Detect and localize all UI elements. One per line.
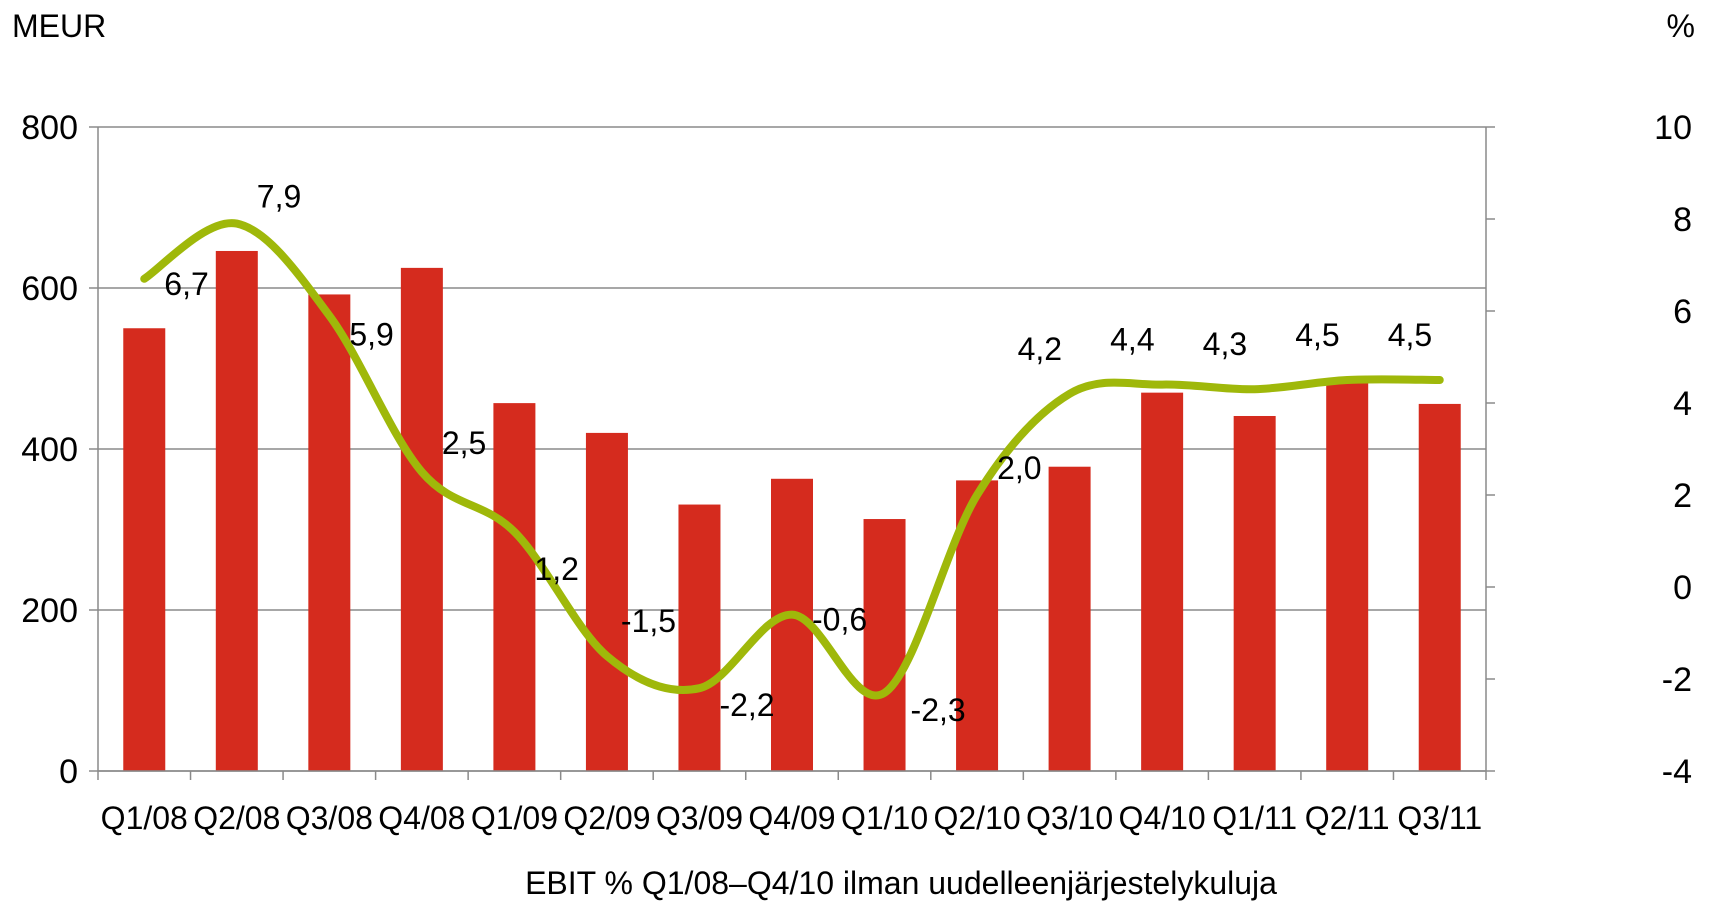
- right-tick-label: -2: [1662, 661, 1692, 699]
- right-tick-label: 2: [1673, 477, 1692, 515]
- left-tick-label: 200: [21, 592, 78, 630]
- bar: [308, 294, 351, 771]
- left-tick-label: 800: [21, 109, 78, 147]
- x-tick-label: Q3/08: [286, 800, 373, 836]
- data-label: 6,7: [164, 266, 208, 302]
- data-label: 1,2: [534, 551, 578, 587]
- data-label: 7,9: [257, 179, 301, 215]
- axes: [89, 126, 1495, 780]
- bar: [1418, 403, 1461, 771]
- x-tick-label: Q1/09: [471, 800, 558, 836]
- x-tick-label: Q3/09: [656, 800, 743, 836]
- bar: [123, 328, 166, 771]
- data-label: 4,4: [1110, 322, 1154, 358]
- data-label: -2,3: [911, 692, 966, 728]
- left-axis-unit: MEUR: [12, 8, 106, 44]
- bar: [585, 432, 628, 771]
- bar: [400, 267, 443, 771]
- data-label: 4,3: [1203, 326, 1247, 362]
- x-tick-label: Q1/11: [1212, 800, 1297, 836]
- x-tick-label: Q3/10: [1026, 800, 1113, 836]
- x-tick-label: Q4/08: [378, 800, 465, 836]
- data-label: 2,0: [997, 450, 1041, 486]
- right-axis-ticks: -4 -2 0 2 4 6 8 10: [1654, 109, 1692, 791]
- x-tick-label: Q4/09: [748, 800, 835, 836]
- data-label: 4,5: [1295, 317, 1339, 353]
- right-tick-label: 0: [1673, 569, 1692, 607]
- bar: [863, 519, 906, 771]
- left-tick-label: 600: [21, 270, 78, 308]
- x-tick-label: Q1/10: [841, 800, 928, 836]
- right-axis-unit: %: [1667, 8, 1695, 44]
- right-tick-label: 4: [1673, 385, 1692, 423]
- bar: [678, 504, 721, 771]
- data-label: 2,5: [442, 425, 486, 461]
- data-label: 4,5: [1388, 317, 1432, 353]
- bar-series: [123, 250, 1461, 772]
- data-label: 5,9: [349, 317, 393, 353]
- x-tick-label: Q3/11: [1397, 800, 1482, 836]
- chart-caption: EBIT % Q1/08–Q4/10 ilman uudelleenjärjes…: [525, 865, 1277, 901]
- x-tick-label: Q2/10: [933, 800, 1020, 836]
- x-tick-label: Q2/09: [563, 800, 650, 836]
- bar: [215, 250, 258, 772]
- data-labels: 6,7 7,9 5,9 2,5 1,2 -1,5 -2,2 -0,6 -2,3 2,0 4,2 4,4…: [164, 179, 1432, 728]
- x-tick-label: Q4/10: [1119, 800, 1206, 836]
- bar: [1326, 382, 1369, 771]
- left-axis-ticks: 0 200 400 600 800: [21, 109, 78, 791]
- left-tick-label: 400: [21, 431, 78, 469]
- x-tick-label: Q2/11: [1305, 800, 1390, 836]
- bar: [1233, 415, 1276, 771]
- x-tick-label: Q2/08: [193, 800, 280, 836]
- bar: [1048, 466, 1091, 771]
- x-axis-ticks: Q1/08 Q2/08 Q3/08 Q4/08 Q1/09 Q2/09 Q3/09 Q4/09…: [101, 800, 1482, 836]
- data-label: -1,5: [621, 603, 676, 639]
- x-tick-label: Q1/08: [101, 800, 188, 836]
- right-tick-label: -4: [1662, 753, 1692, 791]
- right-tick-label: 8: [1673, 201, 1692, 239]
- ebit-percent-line: [140, 219, 1444, 700]
- right-tick-label: 10: [1654, 109, 1692, 147]
- data-label: 4,2: [1018, 331, 1062, 367]
- left-tick-label: 0: [59, 753, 78, 791]
- data-label: -0,6: [812, 602, 867, 638]
- data-label: -2,2: [719, 687, 774, 723]
- bar: [493, 403, 536, 771]
- bar: [1141, 392, 1184, 771]
- right-tick-label: 6: [1673, 293, 1692, 331]
